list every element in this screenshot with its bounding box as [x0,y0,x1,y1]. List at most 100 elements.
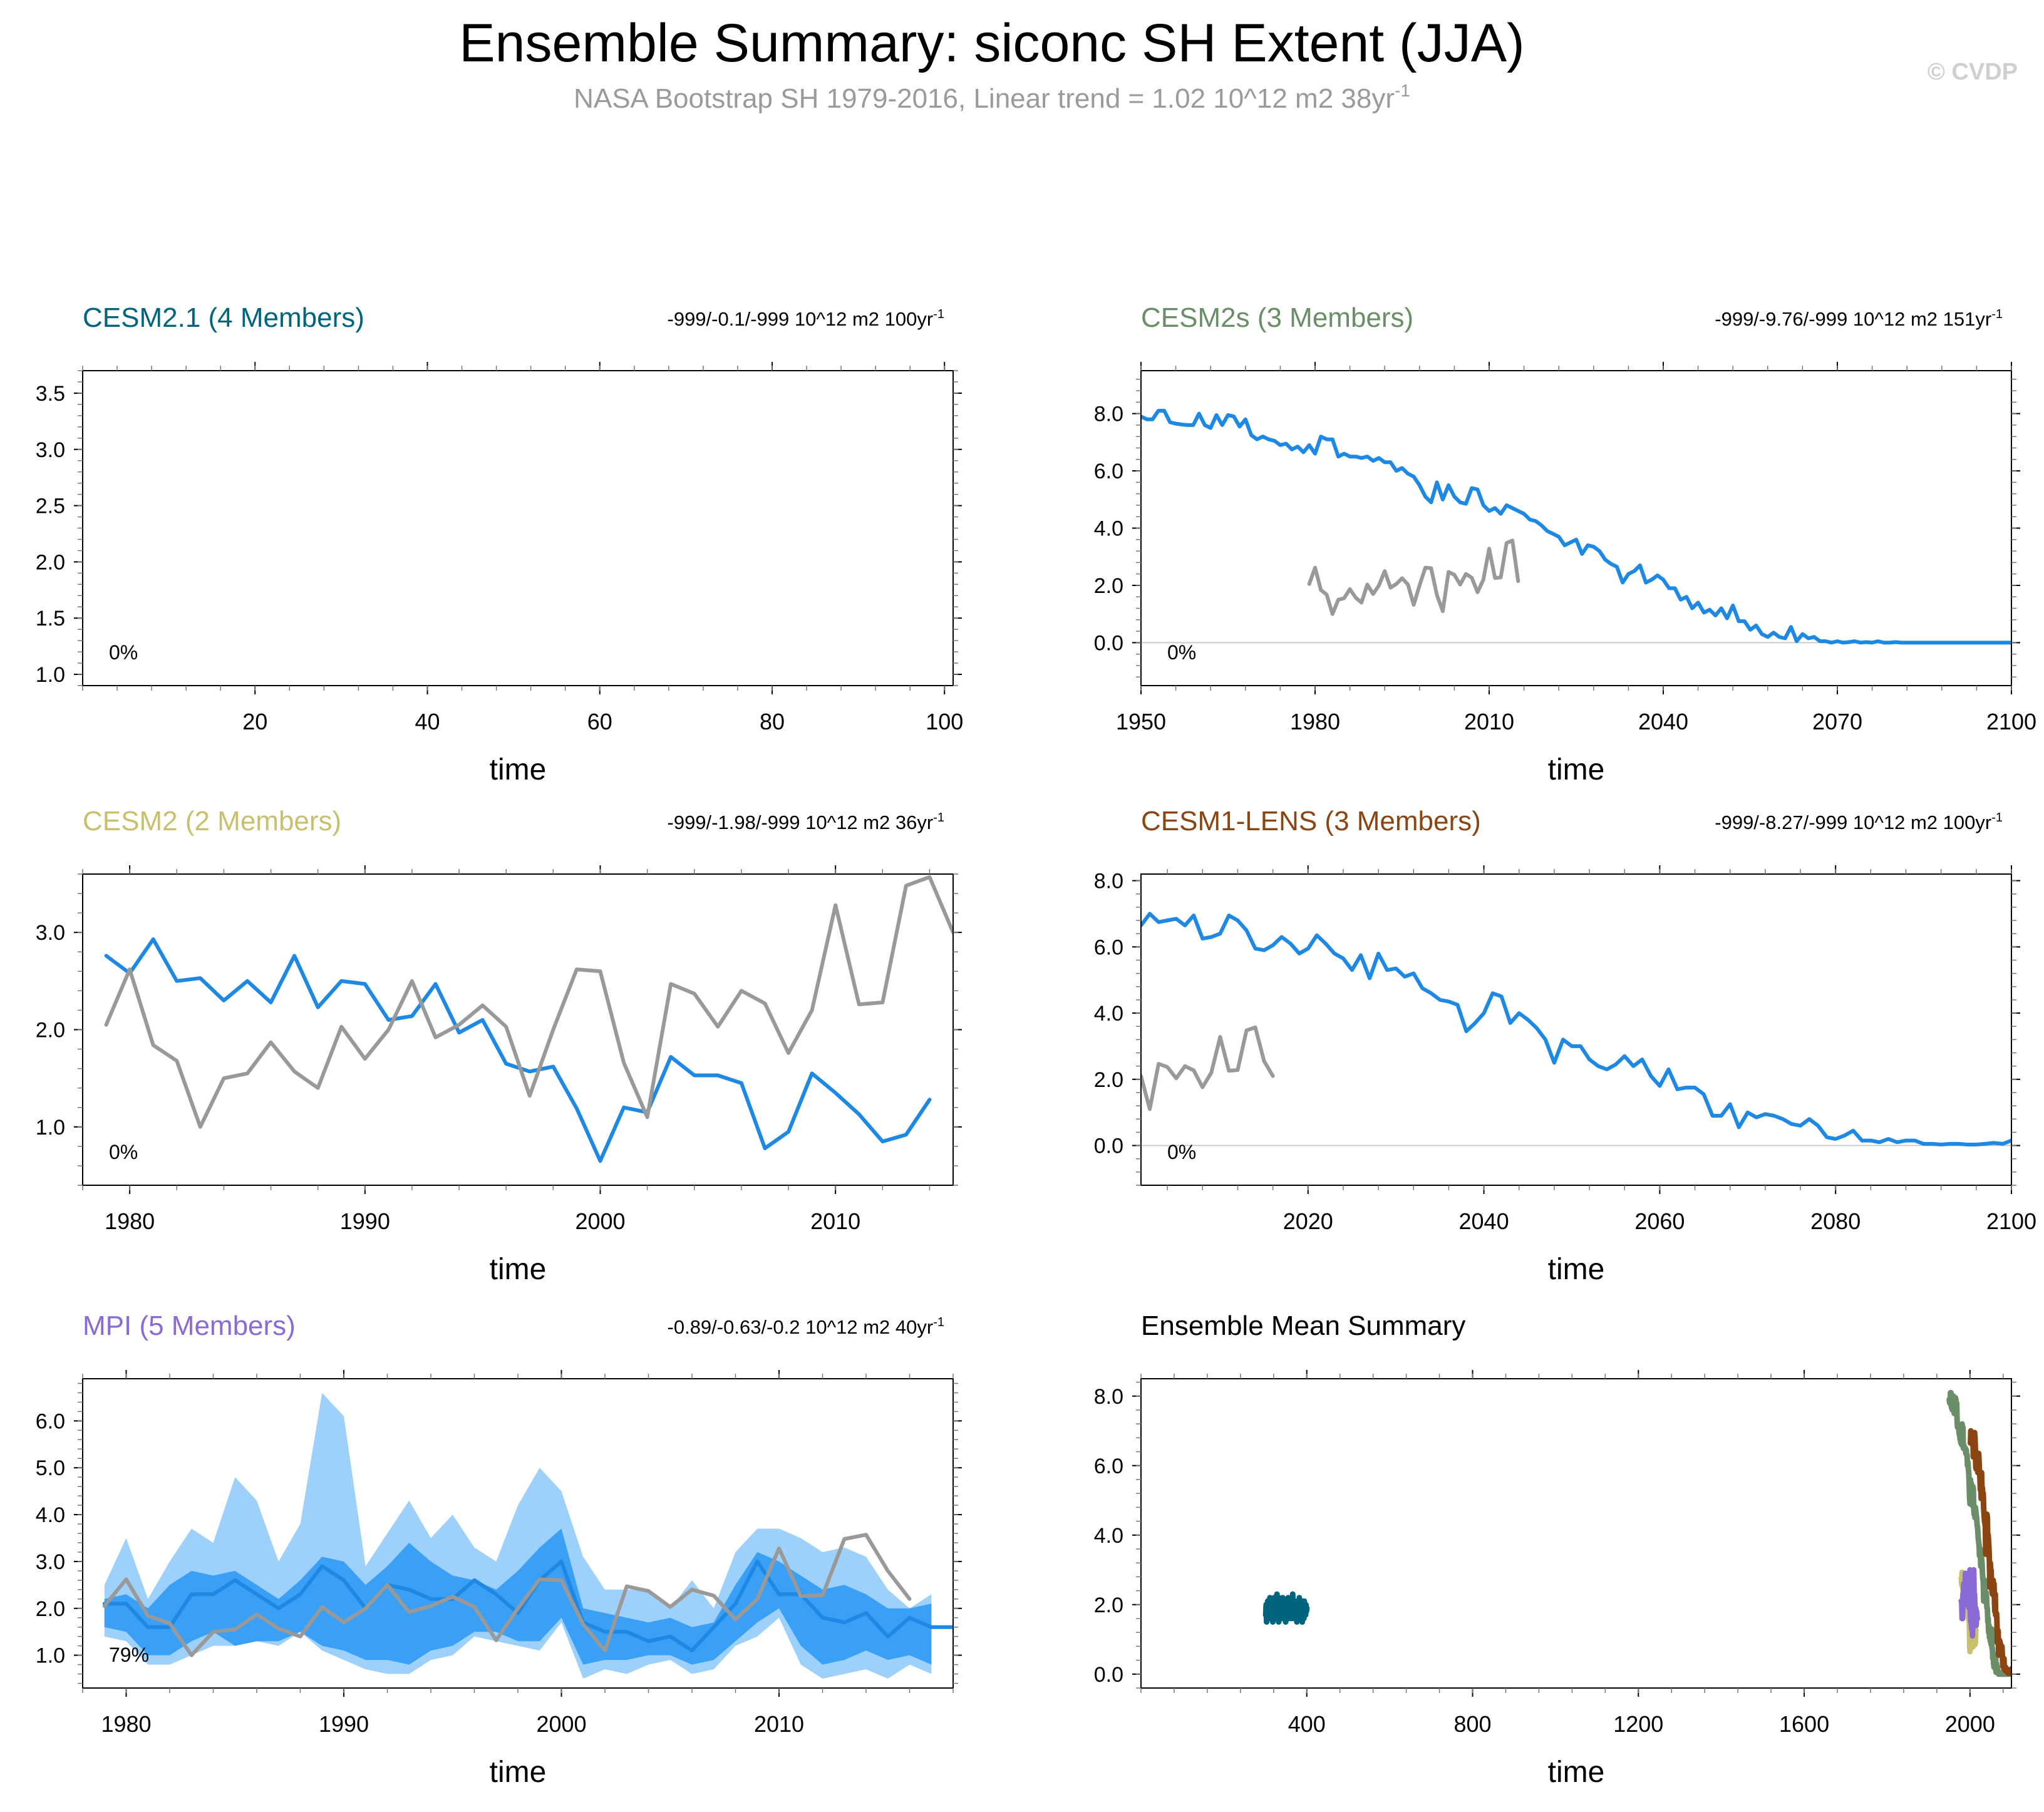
figure-title: Ensemble Summary: siconc SH Extent (JJA) [459,13,1524,73]
y-tick-label: 4.0 [36,1503,65,1527]
chart-panel-ensemble_mean: Ensemble Mean Summary 0.0 2.0 4.0 6.0 8.0 400 8… [1094,1310,2020,1789]
y-tick-label: 6.0 [1094,460,1123,483]
x-tick-label: 1980 [1290,709,1340,734]
x-tick-label: 2100 [1986,1208,2036,1234]
x-tick-label: 2000 [1945,1711,1995,1737]
percent-within-spread-label: 79% [109,1644,149,1666]
x-axis-label: time [490,1253,547,1286]
y-tick-label: 8.0 [1094,870,1123,893]
x-tick-label: 2010 [754,1711,804,1737]
y-tick-label: 4.0 [1094,1002,1123,1026]
series-line-observations [104,875,953,1129]
panel-trend-text: -999/-8.27/-999 10^12 m2 100yr-1 [1715,811,2003,833]
series-line-mpi [1958,1567,1981,1639]
panel-trend-text: -999/-0.1/-999 10^12 m2 100yr-1 [668,307,945,330]
panel-trend-superscript: -1 [1991,307,2003,321]
series-line-ensemble-mean [104,937,932,1163]
panel-trend-text: -999/-1.98/-999 10^12 m2 36yr-1 [668,811,945,833]
panel-trend-value: -0.89/-0.63/-0.2 10^12 m2 40yr [668,1316,934,1338]
series-line-cesm1-lens [1968,1428,2011,1676]
x-tick-label: 2060 [1634,1208,1685,1234]
x-tick-label: 80 [760,709,785,734]
x-tick-label: 2010 [1464,709,1514,734]
x-tick-label: 2100 [1986,709,2036,734]
panel-trend-value: -999/-8.27/-999 10^12 m2 100yr [1715,811,1991,833]
y-tick-label: 1.0 [36,663,65,687]
y-tick-label: 0.0 [1094,1135,1123,1158]
y-tick-label: 0.0 [1094,631,1123,655]
x-axis-label: time [1548,753,1605,786]
y-tick-label: 0.0 [1094,1663,1123,1687]
figure-subtitle-superscript: -1 [1395,81,1410,100]
panel-trend-value: -999/-1.98/-999 10^12 m2 36yr [668,811,934,833]
plot-frame [1140,370,2012,686]
y-tick-label: 2.0 [36,1597,65,1621]
y-tick-label: 2.0 [36,550,65,574]
figure-subtitle: NASA Bootstrap SH 1979-2016, Linear tren… [574,81,1410,114]
y-tick-label: 3.0 [36,1550,65,1574]
y-tick-label: 2.0 [36,1019,65,1042]
y-tick-label: 2.0 [1094,1068,1123,1092]
figure-subtitle-text: NASA Bootstrap SH 1979-2016, Linear tren… [574,83,1395,114]
y-tick-label: 1.0 [36,1644,65,1668]
x-tick-label: 2040 [1638,709,1688,734]
y-tick-label: 3.0 [36,921,65,945]
y-tick-label: 1.0 [36,1116,65,1140]
x-tick-label: 2040 [1459,1208,1509,1234]
x-tick-label: 2020 [1283,1208,1333,1234]
y-tick-label: 2.0 [1094,1593,1123,1617]
series-line-ensemble-mean [1141,912,2011,1146]
x-axis-label: time [490,753,547,786]
y-tick-label: 5.0 [36,1456,65,1480]
x-tick-label: 2080 [1810,1208,1861,1234]
x-tick-label: 20 [242,709,267,734]
plot-area [102,1392,953,1679]
x-tick-label: 60 [587,709,612,734]
x-axis-label: time [1548,1756,1605,1789]
panel-title: CESM2 (2 Members) [83,806,341,837]
panel-title: Ensemble Mean Summary [1141,1310,1465,1341]
series-line-observations [1141,1025,1275,1111]
panels-group: CESM2.1 (4 Members) -999/-0.1/-999 10^12 … [36,302,2036,1789]
percent-within-spread-label: 0% [109,641,138,664]
chart-panel-cesm1lens: CESM1-LENS (3 Members) -999/-8.27/-999 10… [1094,806,2036,1286]
series-line-ensemble-mean [1141,409,2011,645]
panel-title: MPI (5 Members) [83,1310,296,1341]
chart-panel-cesm2: CESM2 (2 Members) -999/-1.98/-999 10^12 m… [36,806,962,1286]
x-axis-label: time [490,1756,547,1789]
y-tick-label: 2.0 [1094,574,1123,598]
panel-trend-value: -999/-9.76/-999 10^12 m2 151yr [1715,308,1991,330]
x-tick-label: 1600 [1779,1711,1829,1737]
x-tick-label: 2000 [575,1208,625,1234]
ensemble-spread-inner-band [104,1528,932,1665]
series-line-cesm2-1 [1262,1591,1310,1625]
y-tick-label: 8.0 [1094,403,1123,426]
copyright-text: © CVDP [1928,59,2018,85]
panel-trend-text: -0.89/-0.63/-0.2 10^12 m2 40yr-1 [668,1315,944,1338]
x-tick-label: 100 [926,709,963,734]
plot-frame [1140,1378,2012,1689]
panel-title: CESM2s (3 Members) [1141,302,1413,333]
y-tick-label: 4.0 [1094,517,1123,541]
x-tick-label: 1980 [105,1208,155,1234]
x-tick-label: 1200 [1613,1711,1663,1737]
y-tick-label: 3.0 [36,438,65,462]
panel-title: CESM2.1 (4 Members) [83,302,364,333]
panel-trend-superscript: -1 [933,811,944,825]
panel-title: CESM1-LENS (3 Members) [1141,806,1481,837]
y-tick-label: 6.0 [1094,935,1123,959]
panel-trend-superscript: -1 [933,307,944,321]
panel-trend-superscript: -1 [1991,811,2003,825]
x-tick-label: 400 [1288,1711,1326,1737]
y-tick-label: 8.0 [1094,1385,1123,1409]
plot-area [104,875,953,1163]
panel-trend-text: -999/-9.76/-999 10^12 m2 151yr-1 [1715,307,2003,330]
y-tick-label: 2.5 [36,495,65,518]
plot-area [1262,1389,2011,1677]
x-tick-label: 1990 [319,1711,369,1737]
chart-panel-cesm21: CESM2.1 (4 Members) -999/-0.1/-999 10^12 … [36,302,964,786]
x-tick-label: 1950 [1116,709,1166,734]
chart-panel-cesm2s: CESM2s (3 Members) -999/-9.76/-999 10^12 … [1094,302,2036,786]
x-tick-label: 2010 [810,1208,860,1234]
